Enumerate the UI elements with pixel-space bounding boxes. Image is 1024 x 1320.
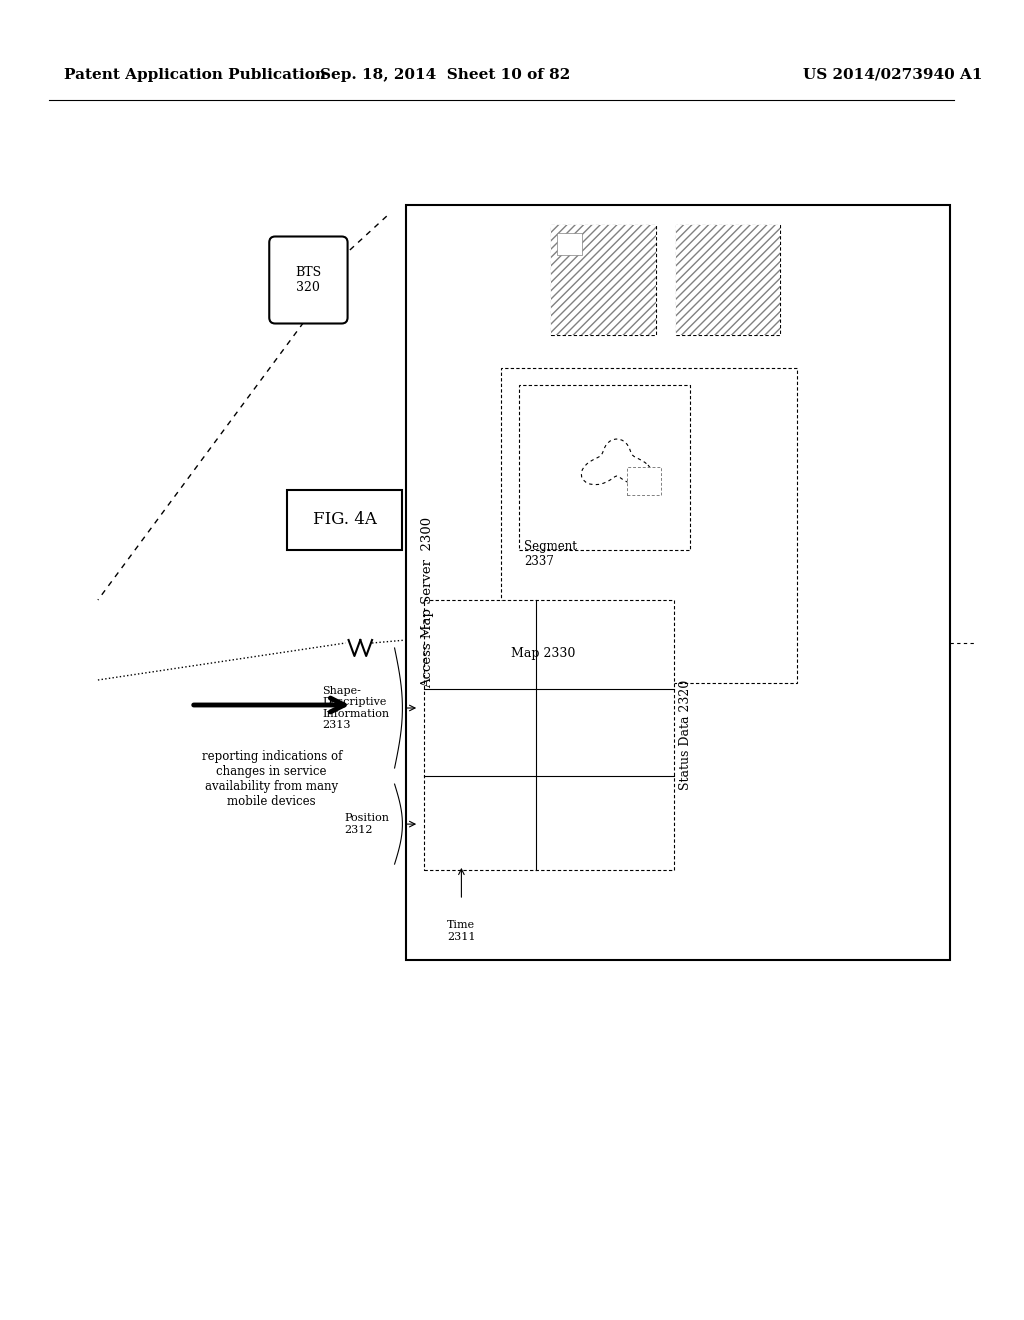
Text: Map 2330: Map 2330	[511, 647, 575, 660]
Bar	[519, 385, 690, 550]
FancyBboxPatch shape	[269, 236, 347, 323]
Text: FIG. 4A: FIG. 4A	[312, 511, 377, 528]
Bar	[407, 205, 949, 960]
Bar	[676, 224, 780, 335]
Text: Access Map Server  2300: Access Map Server 2300	[421, 517, 434, 688]
Bar	[287, 490, 402, 550]
Text: Sep. 18, 2014  Sheet 10 of 82: Sep. 18, 2014 Sheet 10 of 82	[321, 69, 570, 82]
Text: Status Data 2320: Status Data 2320	[679, 680, 691, 791]
Bar	[502, 368, 797, 682]
Bar	[627, 467, 660, 495]
Text: BTS
320: BTS 320	[295, 267, 322, 294]
Text: US 2014/0273940 A1: US 2014/0273940 A1	[803, 69, 982, 82]
Text: Position
2312: Position 2312	[345, 813, 390, 836]
Bar	[424, 601, 674, 870]
Text: Patent Application Publication: Patent Application Publication	[63, 69, 326, 82]
Bar	[551, 224, 656, 335]
Bar	[557, 234, 582, 255]
Text: reporting indications of
changes in service
availability from many
mobile device: reporting indications of changes in serv…	[202, 750, 342, 808]
Text: Shape-
Descriptive
Information
2313: Shape- Descriptive Information 2313	[323, 685, 390, 730]
Bar	[551, 224, 656, 335]
Bar	[676, 224, 780, 335]
Text: Time
2311: Time 2311	[447, 920, 476, 941]
Text: Segment
2337: Segment 2337	[524, 540, 577, 568]
